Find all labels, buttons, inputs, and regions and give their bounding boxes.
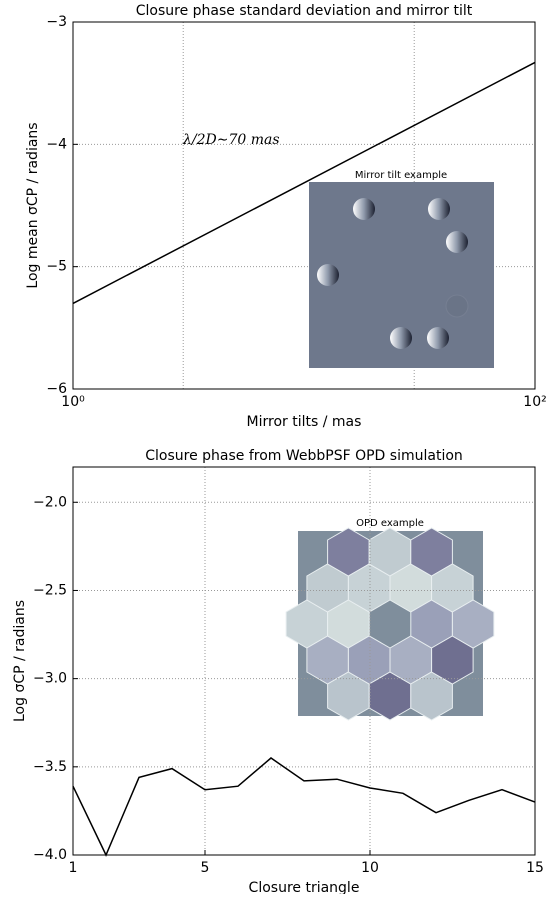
data-line xyxy=(72,61,536,305)
x-tick-label: 10² xyxy=(523,394,546,410)
y-tick-label: −3.5 xyxy=(33,759,67,775)
inset-image xyxy=(285,527,495,721)
inset-image xyxy=(309,182,494,368)
y-tick-label: −3 xyxy=(46,14,67,30)
x-tick-label: 10 xyxy=(361,860,379,876)
y-tick-label: −5 xyxy=(46,259,67,275)
inset-title: OPD example xyxy=(356,518,424,529)
plot-frame xyxy=(72,21,536,390)
x-tick-label: 15 xyxy=(526,860,544,876)
mirror-segment xyxy=(451,599,495,649)
x-tick-label: 5 xyxy=(201,860,210,876)
y-axis-label: Log mean σCP / radians xyxy=(25,122,41,288)
x-axis-label: Closure triangle xyxy=(249,880,360,894)
y-tick-label: −4 xyxy=(46,136,67,152)
plot-frame xyxy=(72,466,536,856)
x-tick-label: 1 xyxy=(69,860,78,876)
y-tick-label: −4.0 xyxy=(33,847,67,863)
data-line xyxy=(72,757,536,857)
y-tick-label: −2.5 xyxy=(33,582,67,598)
chart-title: Closure phase standard deviation and mir… xyxy=(136,3,473,19)
inset-title: Mirror tilt example xyxy=(355,170,447,181)
x-axis-label: Mirror tilts / mas xyxy=(247,414,362,430)
y-tick-label: −3.0 xyxy=(33,671,67,687)
annotation: λ/2D∼70 mas xyxy=(182,132,280,148)
x-tick-label: 10⁰ xyxy=(61,394,85,410)
chart-title: Closure phase from WebbPSF OPD simulatio… xyxy=(145,448,463,464)
y-tick-label: −2.0 xyxy=(33,494,67,510)
y-axis-label: Log σCP / radians xyxy=(12,600,28,722)
y-tick-label: −6 xyxy=(46,381,67,397)
